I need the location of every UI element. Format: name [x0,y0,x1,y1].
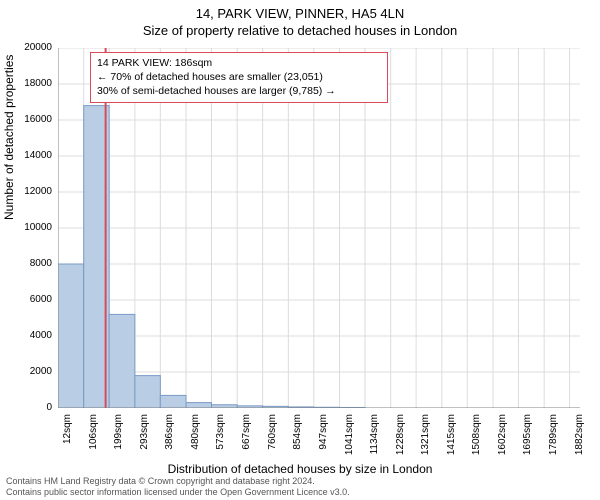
x-tick-label: 573sqm [215,414,226,464]
footer-line-1: Contains HM Land Registry data © Crown c… [6,476,350,487]
x-tick-label: 1602sqm [497,414,508,464]
y-tick-label: 18000 [18,78,52,89]
x-tick-label: 199sqm [113,414,124,464]
legend-box: 14 PARK VIEW: 186sqm ← 70% of detached h… [90,52,388,103]
x-tick-label: 854sqm [292,414,303,464]
y-axis-label: Number of detached properties [2,55,16,220]
y-tick-label: 6000 [18,294,52,305]
legend-line-3: 30% of semi-detached houses are larger (… [97,84,381,98]
y-tick-label: 0 [18,402,52,413]
legend-line-1: 14 PARK VIEW: 186sqm [97,56,381,70]
y-tick-label: 20000 [18,42,52,53]
y-tick-label: 14000 [18,150,52,161]
x-tick-label: 1882sqm [574,414,585,464]
chart-title-main: 14, PARK VIEW, PINNER, HA5 4LN [0,0,600,21]
y-tick-label: 2000 [18,366,52,377]
legend-line-2: ← 70% of detached houses are smaller (23… [97,70,381,84]
x-tick-label: 12sqm [62,414,73,464]
x-tick-label: 1041sqm [344,414,355,464]
x-tick-label: 293sqm [139,414,150,464]
x-tick-label: 480sqm [190,414,201,464]
chart-title-sub: Size of property relative to detached ho… [0,21,600,38]
x-tick-label: 760sqm [267,414,278,464]
x-tick-label: 1134sqm [369,414,380,464]
x-tick-label: 1695sqm [522,414,533,464]
y-tick-label: 16000 [18,114,52,125]
y-tick-label: 8000 [18,258,52,269]
x-tick-label: 667sqm [241,414,252,464]
footer: Contains HM Land Registry data © Crown c… [6,476,350,498]
y-tick-label: 4000 [18,330,52,341]
x-tick-label: 1789sqm [548,414,559,464]
chart-container: 14, PARK VIEW, PINNER, HA5 4LN Size of p… [0,0,600,500]
x-tick-label: 1508sqm [471,414,482,464]
y-tick-label: 12000 [18,186,52,197]
x-tick-label: 1415sqm [446,414,457,464]
x-tick-label: 1228sqm [395,414,406,464]
x-tick-label: 1321sqm [420,414,431,464]
x-tick-label: 386sqm [164,414,175,464]
y-tick-label: 10000 [18,222,52,233]
footer-line-2: Contains public sector information licen… [6,487,350,498]
x-tick-label: 106sqm [88,414,99,464]
x-tick-label: 947sqm [318,414,329,464]
x-axis-label: Distribution of detached houses by size … [0,462,600,476]
